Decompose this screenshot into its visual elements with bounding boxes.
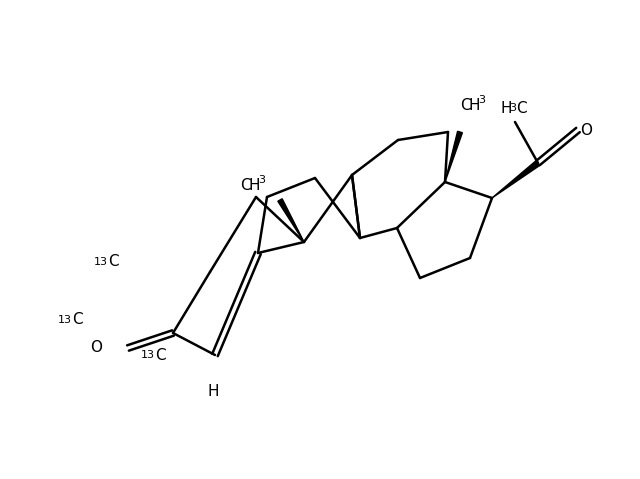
Text: C: C xyxy=(155,347,166,363)
Text: 13: 13 xyxy=(58,315,72,325)
Text: H: H xyxy=(500,101,511,115)
Polygon shape xyxy=(445,131,462,182)
Text: 3: 3 xyxy=(478,95,485,105)
Text: H: H xyxy=(469,98,481,113)
Text: C: C xyxy=(240,178,251,193)
Text: H: H xyxy=(249,178,260,193)
Text: C: C xyxy=(460,98,470,113)
Text: 3: 3 xyxy=(258,175,265,185)
Text: O: O xyxy=(90,341,102,355)
Text: 13: 13 xyxy=(94,257,108,267)
Text: H: H xyxy=(207,385,219,399)
Text: C: C xyxy=(108,254,118,270)
Text: 13: 13 xyxy=(141,350,155,360)
Polygon shape xyxy=(278,199,304,242)
Text: 3: 3 xyxy=(509,103,516,113)
Text: O: O xyxy=(580,123,592,137)
Polygon shape xyxy=(492,160,540,198)
Text: C: C xyxy=(516,101,527,115)
Text: C: C xyxy=(72,312,83,328)
